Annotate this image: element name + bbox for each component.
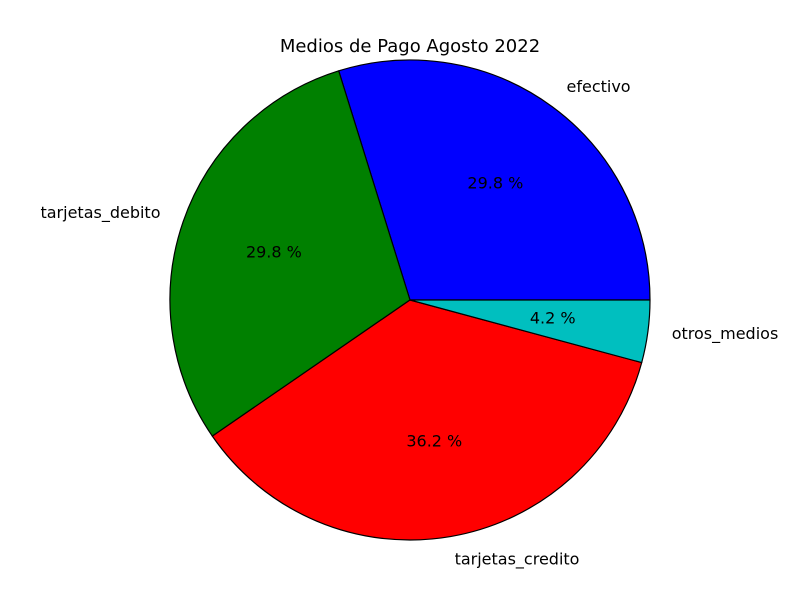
pie-slices [169, 59, 651, 541]
pct-label-tarjetas-debito: 29.8 % [246, 242, 302, 261]
slice-efectivo [338, 59, 651, 301]
slice-tarjetas-debito [169, 70, 411, 437]
pct-label-tarjetas-credito: 36.2 % [406, 431, 462, 450]
chart-title: Medios de Pago Agosto 2022 [280, 36, 540, 57]
slice-label-efectivo: efectivo [567, 77, 631, 96]
pct-label-otros-medios: 4.2 % [530, 308, 576, 327]
slice-tarjetas-credito [211, 299, 643, 541]
slice-otros-medios [409, 299, 651, 364]
slice-label-otros-medios: otros_medios [672, 324, 779, 344]
slice-label-tarjetas-credito: tarjetas_credito [455, 550, 580, 570]
slice-label-tarjetas-debito: tarjetas_debito [40, 203, 160, 223]
pie-labels: efectivo 29.8 % tarjetas_debito 29.8 % tarje… [40, 77, 778, 570]
pct-label-efectivo: 29.8 % [467, 174, 523, 193]
